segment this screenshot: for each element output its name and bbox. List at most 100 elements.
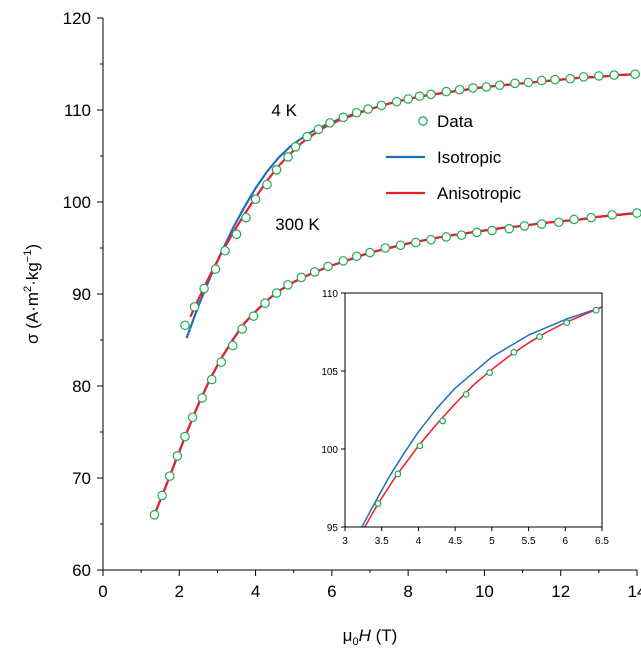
main-data-point: [216, 357, 227, 367]
inset-data-point: [394, 470, 402, 478]
inset-y-tick-label: 100: [321, 445, 338, 456]
main-data-point: [149, 509, 160, 520]
inset-x-tick-label: 3.5: [375, 536, 389, 547]
main-data-point: [180, 431, 190, 442]
main-data-point: [189, 302, 200, 312]
main-data-point: [519, 221, 530, 231]
x-tick-label: 6: [327, 582, 336, 601]
main-data-point: [494, 80, 505, 90]
legend-label-isotropic: Isotropic: [437, 148, 502, 167]
inset-data-point: [536, 333, 543, 341]
inset-data-points: [374, 306, 600, 508]
legend-data-marker: [418, 116, 428, 126]
main-data-point: [536, 75, 547, 86]
x-tick-label: 2: [175, 582, 184, 601]
main-data-point: [594, 71, 604, 81]
main-data-point: [426, 234, 436, 245]
main-data-point: [231, 229, 242, 239]
main-data-point: [296, 272, 307, 283]
main-data-point: [426, 89, 436, 100]
inset-plot: 3 3.5 4 4.5 5 5.5 6 6.5 95 100 105 110: [321, 289, 609, 547]
inset-x-tick-label: 5.5: [522, 536, 536, 547]
annotation-300k: 300 K: [275, 215, 320, 234]
main-data-point: [504, 223, 515, 234]
inset-y-tick-label: 95: [327, 523, 339, 534]
main-data-point: [569, 214, 579, 225]
x-axis-title: μ0H (T): [343, 626, 398, 648]
main-data-point: [283, 279, 293, 290]
legend: Data Isotropic Anisotropic: [386, 112, 522, 203]
inset-axes: 3 3.5 4 4.5 5 5.5 6 6.5 95 100 105 110: [321, 289, 609, 547]
inset-data-point: [486, 369, 494, 376]
x-tick-label: 12: [551, 582, 570, 601]
y-tick-label: 70: [72, 469, 91, 488]
y-tick-label: 120: [63, 9, 91, 28]
main-data-point: [351, 107, 362, 118]
inset-fit-lines: [361, 306, 602, 527]
main-data-point: [410, 237, 421, 248]
main-data-point: [632, 208, 641, 218]
x-tick-label: 4: [251, 582, 260, 601]
x-tick-label: 14: [628, 582, 641, 601]
main-data-point: [395, 240, 406, 251]
inset-background: [345, 293, 602, 527]
x-tick-label: 8: [403, 582, 412, 601]
inset-y-tick-label: 110: [322, 289, 338, 300]
main-data-point: [172, 451, 183, 461]
inset-data-point: [592, 306, 600, 314]
main-data-point: [523, 77, 534, 88]
main-data-points: [149, 69, 641, 520]
main-data-point: [607, 210, 618, 220]
main-data-point: [271, 288, 282, 298]
main-data-point: [586, 212, 597, 223]
inset-data-point: [374, 500, 382, 508]
main-axes: 60 70 80 90 100 110 120 0 2 4 6 8 10 12 14: [63, 9, 641, 601]
main-data-point: [313, 124, 324, 135]
inset-x-tick-label: 4.5: [448, 536, 462, 547]
main-data-point: [309, 267, 320, 277]
x-tick-label: 0: [98, 582, 107, 601]
legend-label-anisotropic: Anisotropic: [437, 184, 522, 203]
inset-data-point: [416, 442, 424, 450]
main-data-point: [468, 83, 478, 93]
main-data-point: [325, 118, 335, 128]
main-data-point: [338, 256, 349, 266]
main-data-point: [510, 78, 520, 89]
main-data-point: [187, 412, 198, 423]
main-data-point: [441, 86, 452, 97]
main-data-point: [487, 225, 497, 236]
main-data-point: [380, 243, 391, 253]
main-data-point: [302, 131, 312, 142]
main-data-point: [220, 245, 230, 256]
main-data-point: [210, 264, 221, 274]
main-data-point: [456, 230, 467, 240]
main-data-point: [536, 219, 547, 229]
main-data-point: [250, 194, 261, 205]
inset-data-point: [510, 348, 518, 356]
main-data-point: [609, 70, 619, 80]
main-data-point: [454, 84, 465, 95]
main-plot: 60 70 80 90 100 110 120 0 2 4 6 8 10 12 14: [63, 9, 641, 601]
main-data-point: [365, 247, 375, 258]
inset-isotropic-line: [361, 306, 602, 527]
inset-x-tick-label: 5: [489, 536, 495, 547]
main-data-point: [481, 82, 492, 92]
inset-y-tick-label: 105: [321, 367, 338, 378]
legend-label-data: Data: [437, 112, 473, 131]
main-data-point: [262, 179, 272, 190]
main-data-point: [338, 112, 349, 123]
main-data-point: [471, 227, 482, 238]
annotation-4k: 4 K: [271, 101, 297, 120]
main-data-point: [271, 165, 282, 175]
main-data-point: [248, 311, 259, 321]
y-tick-label: 60: [72, 561, 91, 580]
main-data-point: [197, 393, 207, 403]
main-data-point: [199, 283, 209, 294]
main-data-point: [565, 73, 576, 84]
main-data-point: [550, 74, 560, 85]
main-data-point: [441, 232, 452, 242]
main-data-point: [376, 100, 387, 111]
main-data-point: [578, 72, 589, 82]
main-data-point: [241, 212, 251, 223]
